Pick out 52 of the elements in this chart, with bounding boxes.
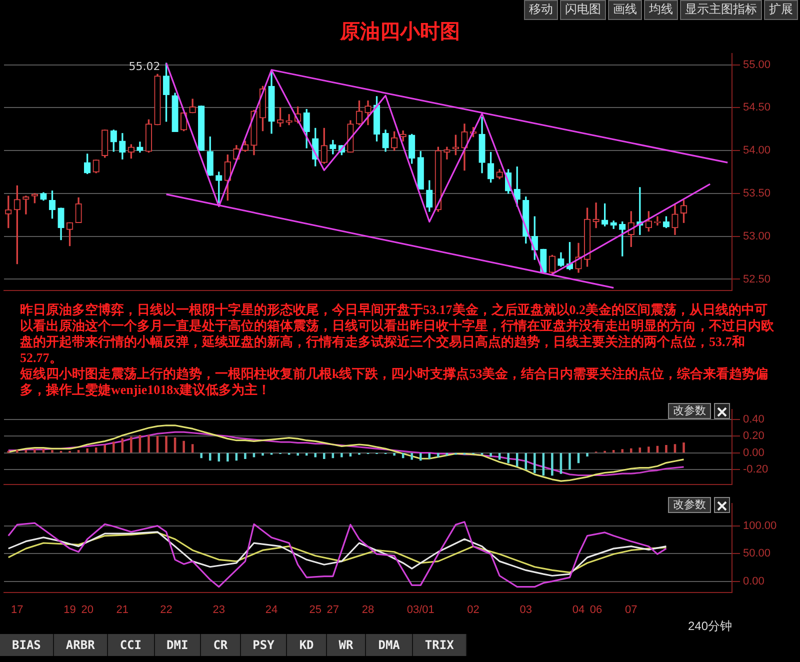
- x-tick-label: 07: [625, 604, 638, 616]
- x-tick-label: 25: [309, 604, 322, 616]
- y-tick-label: 0.20: [743, 430, 764, 442]
- y-tick-label: 55.00: [743, 58, 771, 71]
- text: 扩展: [764, 0, 798, 20]
- y-tick-label: 54.50: [743, 102, 771, 114]
- text: 闪电图: [560, 0, 606, 20]
- text: 显示主图指标: [680, 0, 762, 20]
- text: PSY: [240, 634, 288, 656]
- text: ARBR: [54, 634, 108, 656]
- x-tick-label: 03: [520, 604, 532, 616]
- text: BIAS: [0, 634, 54, 656]
- x-tick-label: 21: [116, 604, 129, 616]
- y-tick-label: 53.50: [743, 187, 771, 200]
- text: 画线: [608, 0, 642, 20]
- x-tick-label: 20: [81, 604, 94, 616]
- annotation: 改参数: [668, 497, 711, 513]
- text: WR: [326, 634, 366, 656]
- text: DMA: [366, 634, 413, 656]
- text: 短线四小时图走震荡上行的趋势，一根阳柱收复前几根k线下跌，四小时支撑点53美金，结合日内需要关注的点位，综合来看趋势偏多，操作上雯婕wenjie1018x建议低多为主！: [20, 366, 770, 398]
- text: 移动: [524, 0, 558, 20]
- x-tick-label: 22: [160, 604, 172, 616]
- y-tick-label: 54.00: [743, 144, 771, 157]
- x-tick-label: 06: [590, 604, 602, 616]
- x-tick-label: 24: [265, 604, 278, 616]
- x-tick-label: 27: [326, 604, 340, 616]
- x-tick-label: 23: [212, 604, 226, 616]
- chart-title: 原油四小时图: [338, 20, 461, 44]
- text: 昨日原油多空博弈，日线以一根阴十字星的形态收尾，今日早间开盘于53.17美金，之后亚盘就以0.2美金的区间震荡，从日线的中可以看出原油这个一个多月一直是处于高位的箱体震荡，日线可以看出昨日收十字星，行情在亚盘并没有走出明显的方向，不过日内欧盘的开起带来行情的小幅反弹，延续亚盘的新高，行情有走多试探近三个交易日高点的趋势，日线主要关注的两个点位，53.7和52.77。: [20, 302, 775, 366]
- x-tick-label: 03/01: [406, 604, 434, 616]
- y-tick-label: 50.00: [743, 548, 771, 560]
- annotation: 55.02: [128, 60, 160, 73]
- annotation: 改参数: [668, 403, 711, 419]
- text: 均线: [644, 0, 678, 20]
- text: KD: [287, 634, 327, 656]
- y-tick-label: 0.40: [743, 414, 764, 426]
- y-tick-label: 100.00: [743, 520, 777, 532]
- text: CCI: [108, 634, 154, 656]
- text: CR: [201, 634, 241, 656]
- y-tick-label: 0.00: [743, 575, 764, 588]
- x-tick-label: 17: [11, 604, 24, 616]
- y-tick-label: -0.20: [743, 463, 768, 476]
- x-tick-label: 28: [362, 604, 374, 616]
- x-axis-title: 240分钟: [688, 619, 732, 634]
- x-tick-label: 19: [64, 604, 76, 616]
- y-tick-label: 53.00: [743, 230, 771, 242]
- y-tick-label: 0.00: [743, 446, 764, 459]
- x-tick-label: 02: [467, 604, 480, 616]
- x-tick-label: 04: [572, 604, 585, 616]
- text: DMI: [154, 634, 202, 656]
- y-tick-label: 52.50: [743, 273, 771, 286]
- text: TRIX: [412, 634, 467, 656]
